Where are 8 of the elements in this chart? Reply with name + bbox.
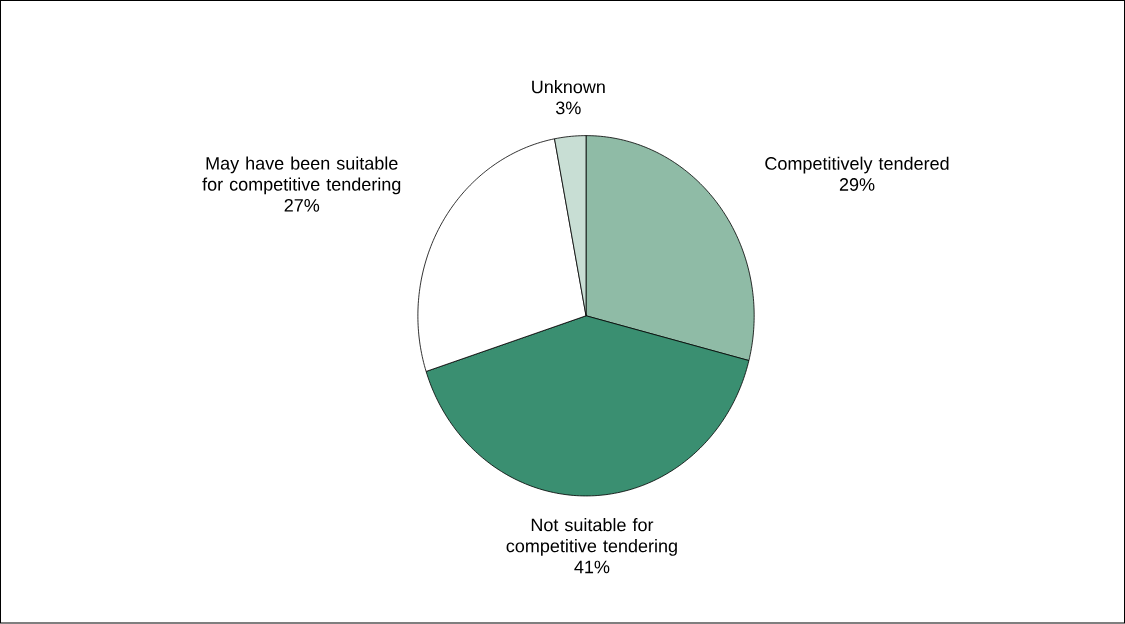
slice-label: Unknown [532, 80, 605, 94]
data-label: 29% [839, 178, 875, 192]
slice-label: Not suitable for competitive tendering [506, 518, 677, 557]
data-label: 41% [574, 560, 610, 574]
slice-label: Competitively tendered [765, 156, 949, 174]
slice-label: May have been suitable for competitive tendering [202, 156, 401, 195]
data-label: 3% [555, 101, 581, 115]
data-label: 27% [284, 199, 320, 212]
